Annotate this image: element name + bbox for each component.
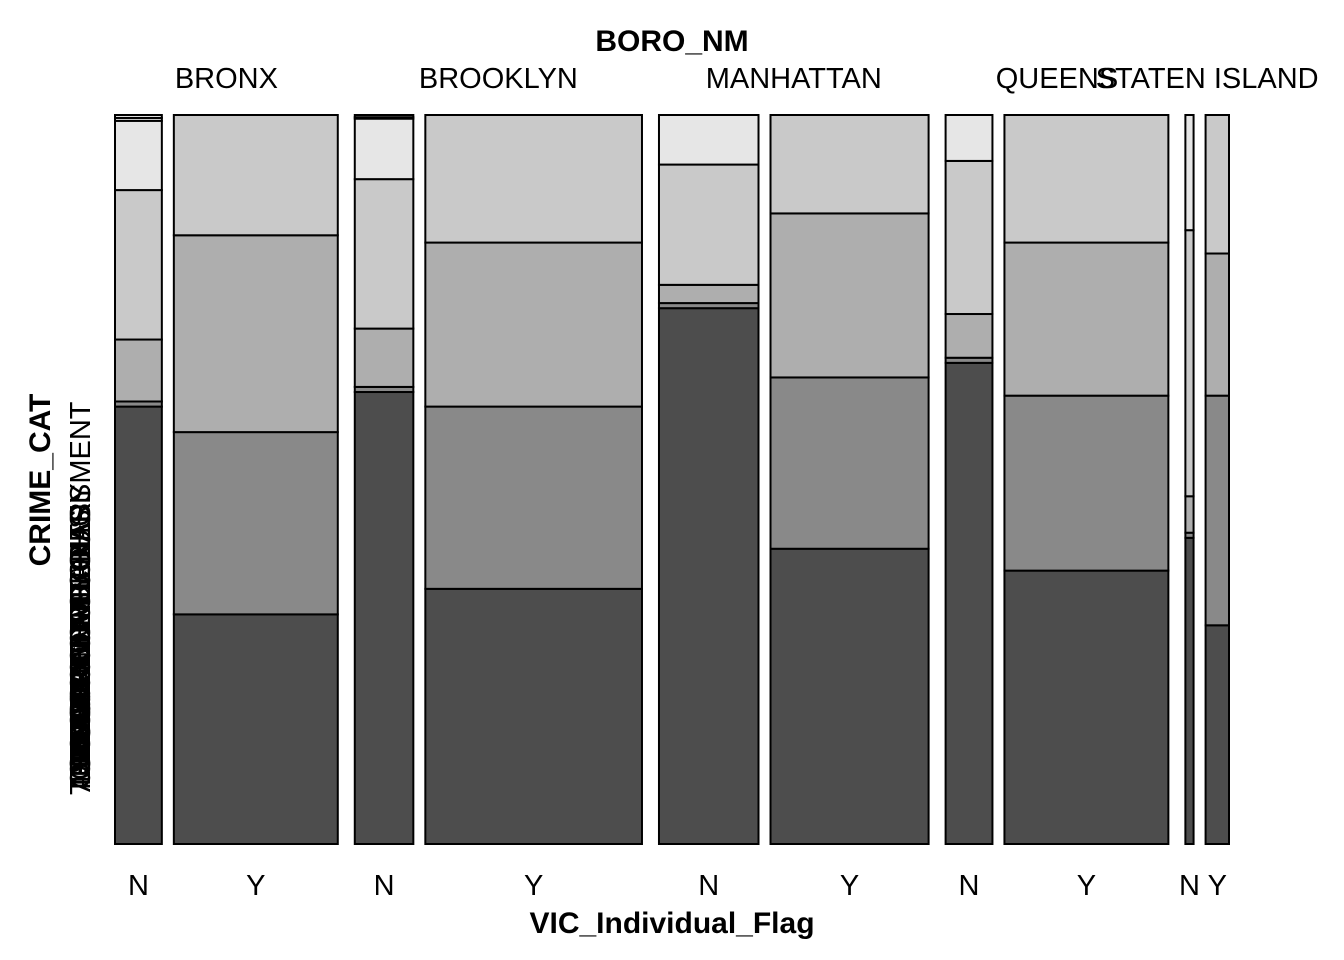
mosaic-segment-drug-and-alcohol [172,114,339,237]
borough-label-staten-island: STATEN ISLAND [1096,63,1319,95]
category-label-other: OTHER [65,679,97,781]
mosaic-segment-criminal-mischief [1003,241,1170,397]
category-label-miscellaneous: MISCELLANEOUS [65,509,97,756]
category-label-theft-or-burglary: THEFT OR BURGLARY [65,483,97,795]
tile-queens-y [1003,114,1170,845]
tile-bronx-y [172,114,339,845]
tile-staten-island-n [1184,114,1195,845]
mosaic-segment-theft-or-burglary [353,391,415,845]
category-label-drug-and-alcohol: DRUG AND ALCOHOL [65,488,97,786]
flag-label-y: Y [524,870,543,902]
mosaic-segment-criminal-mischief [353,327,415,388]
category-label-elder: ELDER [65,668,97,765]
tile-brooklyn-n [353,114,415,845]
tile-staten-island-y [1204,114,1231,845]
mosaic-segment-theft-or-burglary [172,613,339,845]
mosaic-segment-criminal-mischief [172,234,339,434]
mosaic-segment-fraud [1184,114,1195,232]
mosaic-segment-weapons [353,114,415,119]
mosaic-segment-drug-and-alcohol [944,159,994,316]
x-axis-title: VIC_Individual_Flag [529,907,814,940]
tile-brooklyn-y [424,114,643,845]
borough-label-manhattan: MANHATTAN [706,63,882,95]
tile-queens-n [944,114,994,845]
flag-label-n: N [698,870,719,902]
mosaic-segment-assault-or-harassment [1003,394,1170,572]
category-label-traffic: TRAFFIC [65,646,97,768]
category-label-fraud: FRAUD [65,677,97,777]
mosaic-segment-theft-or-burglary [944,361,994,845]
mosaic-segment-theft-or-burglary [657,307,760,845]
mosaic-segment-drug-and-alcohol [424,114,643,244]
category-label-public-order: PUBLIC ORDER [65,544,97,762]
mosaic-segment-fraud [114,119,163,192]
flag-label-n: N [374,870,395,902]
mosaic-segment-assault-or-harassment [424,405,643,590]
mosaic-segment-criminal-mischief [657,283,760,305]
category-label-drug-related: DRUG RELATED [65,558,97,783]
mosaic-segment-fraud [944,114,994,162]
mosaic-cells [114,114,1231,845]
mosaic-segment-assault-or-harassment [1204,394,1231,627]
mosaic-segment-theft-or-burglary [1184,536,1195,845]
tile-manhattan-y [769,114,930,845]
borough-label-bronx: BRONX [175,63,278,95]
flag-label-y: Y [840,870,859,902]
tile-manhattan-n [657,114,760,845]
flag-label-y: Y [246,870,265,902]
category-label-sex-crime: SEX CRIME [65,614,97,774]
mosaic-segment-theft-or-burglary [114,405,163,845]
mosaic-segment-fraud [353,117,415,181]
mosaic-segment-drug-and-alcohol [114,189,163,341]
mosaic-segment-drug-and-alcohol [1184,229,1195,498]
mosaic-segment-criminal-mischief [424,241,643,408]
mosaic-segment-theft-or-burglary [1204,624,1231,845]
mosaic-segment-theft-or-burglary [1003,569,1170,845]
mosaic-segment-criminal-mischief [944,313,994,359]
mosaic-segment-drug-and-alcohol [353,178,415,330]
mosaic-segment-drug-and-alcohol [769,114,930,215]
mosaic-segment-criminal-mischief [1204,252,1231,397]
top-axis-title: BORO_NM [595,25,748,58]
tile-bronx-n [114,114,163,845]
mosaic-segment-drug-and-alcohol [657,163,760,286]
mosaic-segment-assault-or-harassment [172,431,339,616]
mosaic-segment-weapons [114,114,163,119]
category-label-weapons: WEAPONS [65,623,97,771]
flag-label-n: N [959,870,980,902]
flag-label-n: N [128,870,149,902]
flag-label-y: Y [1208,870,1227,902]
category-label-assault-or-harassment: ASSAULT OR HARASSMENT [65,401,97,792]
category-label-criminal-mischief: CRIMINAL MISCHIEF [65,505,97,789]
mosaic-segment-drug-and-alcohol [1204,114,1231,255]
mosaic-segment-criminal-mischief [769,212,930,379]
mosaic-segment-criminal-mischief [114,338,163,403]
borough-label-brooklyn: BROOKLYN [419,63,578,95]
category-label-disorderly: DISORDERLY [65,573,97,759]
mosaic-segment-theft-or-burglary [424,587,643,845]
flag-label-y: Y [1077,870,1096,902]
borough-label-queens: QUEENS [996,63,1118,95]
mosaic-segment-assault-or-harassment [769,376,930,550]
flag-label-n: N [1179,870,1200,902]
mosaic-segment-drug-and-alcohol [1003,114,1170,244]
mosaic-segment-fraud [657,114,760,166]
mosaic-segment-theft-or-burglary [769,547,930,845]
mosaic-segment-criminal-mischief [1184,495,1195,534]
y-axis-title: CRIME_CAT [24,394,57,567]
